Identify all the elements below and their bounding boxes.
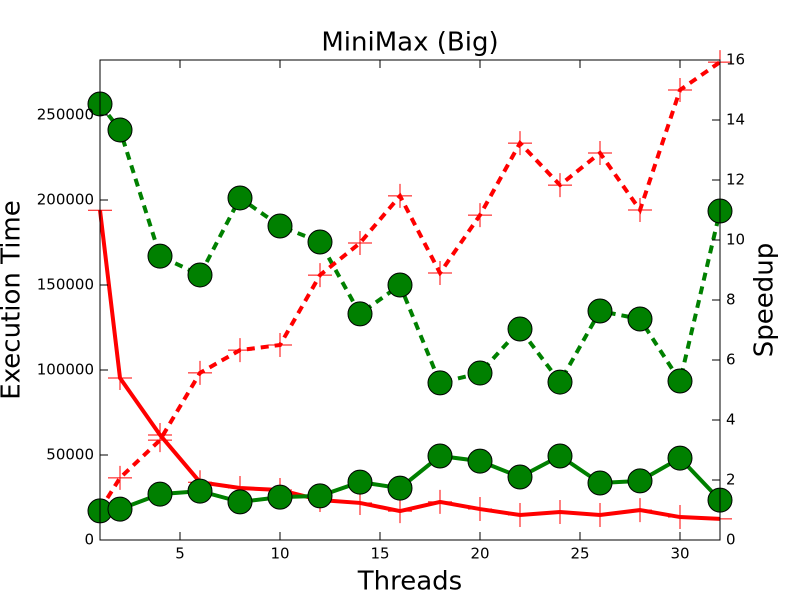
y2-tick-label: 8: [726, 291, 736, 309]
y2-tick-label: 12: [726, 171, 745, 189]
y2-tick-label: 2: [726, 471, 736, 489]
marker: [108, 465, 132, 490]
chart-title: MiniMax (Big): [321, 28, 498, 58]
marker: [108, 365, 132, 390]
x-tick-label: 10: [270, 545, 289, 563]
marker: [187, 478, 213, 504]
marker: [467, 448, 493, 474]
marker: [587, 298, 613, 324]
marker: [427, 370, 453, 396]
y2-axis-label: Speedup: [750, 243, 780, 358]
series-line: [98, 209, 721, 521]
marker: [347, 469, 373, 495]
marker: [107, 117, 133, 143]
marker: [508, 503, 532, 528]
marker: [428, 489, 452, 514]
y-tick-label: 150000: [37, 276, 94, 294]
marker: [348, 231, 372, 255]
y2-tick-label: 16: [726, 51, 745, 69]
marker: [588, 503, 612, 528]
y-tick-label: 100000: [37, 361, 94, 379]
plot-frame: [99, 59, 721, 541]
marker: [388, 499, 412, 524]
marker: [188, 360, 212, 385]
x-axis-label: Threads: [357, 567, 462, 597]
x-tick-label: 20: [470, 545, 489, 563]
marker: [268, 333, 292, 357]
marker: [347, 301, 373, 327]
series-line: [98, 102, 722, 387]
marker: [307, 483, 333, 509]
marker: [668, 505, 692, 530]
y-tick-label: 0: [84, 531, 94, 549]
y-tick-label: 50000: [46, 446, 94, 464]
marker: [548, 173, 572, 198]
marker: [428, 261, 452, 285]
marker: [227, 489, 253, 515]
marker: [667, 445, 693, 471]
marker: [308, 263, 332, 288]
marker: [468, 203, 492, 228]
marker: [267, 213, 293, 239]
marker: [587, 470, 613, 496]
x-tick-label: 30: [670, 545, 689, 563]
y-tick-label: 250000: [37, 106, 94, 124]
marker: [187, 262, 213, 288]
marker: [147, 481, 173, 507]
marker: [588, 141, 612, 165]
marker: [228, 338, 252, 363]
y-tick-label: 200000: [37, 191, 94, 209]
x-tick-label: 15: [370, 545, 389, 563]
marker: [628, 198, 652, 222]
marker: [307, 229, 333, 255]
x-tick-label: 25: [570, 545, 589, 563]
marker: [667, 368, 693, 394]
marker: [507, 316, 533, 342]
marker: [507, 464, 533, 490]
marker: [387, 272, 413, 298]
marker: [468, 497, 492, 522]
marker: [227, 185, 253, 211]
y2-tick-label: 10: [726, 231, 745, 249]
marker: [107, 496, 133, 522]
marker: [467, 360, 493, 386]
marker: [547, 443, 573, 469]
marker: [547, 369, 573, 395]
marker: [148, 428, 172, 453]
marker: [548, 499, 572, 524]
marker: [388, 183, 412, 208]
marker: [387, 475, 413, 501]
x-tick-label: 5: [175, 545, 185, 563]
marker: [348, 490, 372, 515]
marker: [267, 484, 293, 510]
y-axis-label: Execution Time: [0, 200, 27, 399]
marker: [627, 306, 653, 332]
marker: [668, 78, 692, 102]
y2-tick-label: 14: [726, 111, 745, 129]
y2-tick-label: 0: [726, 531, 736, 549]
marker: [147, 243, 173, 269]
marker: [628, 498, 652, 523]
marker: [627, 468, 653, 494]
y2-tick-label: 6: [726, 351, 736, 369]
marker: [427, 443, 453, 469]
y2-tick-label: 4: [726, 411, 736, 429]
marker: [508, 131, 532, 156]
